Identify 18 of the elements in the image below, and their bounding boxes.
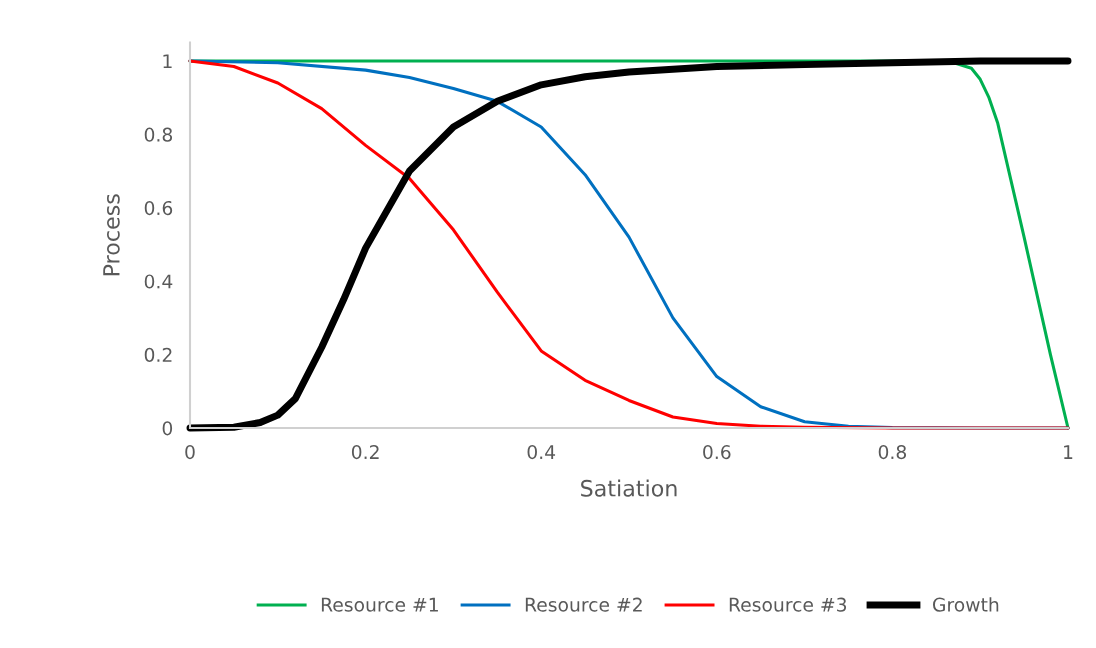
x-tick-label: 0.2 (351, 445, 379, 460)
y-axis-title: Process (103, 194, 120, 276)
y-tick-label: 0.8 (144, 127, 173, 142)
y-tick-label: 0 (162, 421, 173, 436)
legend-label: Growth (932, 597, 999, 612)
y-tick-label: 0.6 (144, 200, 173, 216)
legend-label: Resource #1 (321, 597, 438, 612)
y-tick-label: 0.4 (144, 274, 173, 289)
x-tick-label: 0.6 (703, 445, 731, 460)
x-axis-title: Satiation (581, 479, 677, 497)
x-tick-label: 1 (1064, 445, 1073, 459)
legend-label: Resource #2 (525, 597, 642, 612)
x-tick-label: 0.4 (527, 445, 556, 460)
x-tick-label: 0.8 (878, 445, 907, 460)
legend-label: Resource #3 (729, 597, 847, 612)
y-tick-label: 0.2 (144, 347, 172, 362)
x-tick-label: 0 (185, 445, 195, 460)
y-tick-label: 1 (163, 54, 172, 69)
